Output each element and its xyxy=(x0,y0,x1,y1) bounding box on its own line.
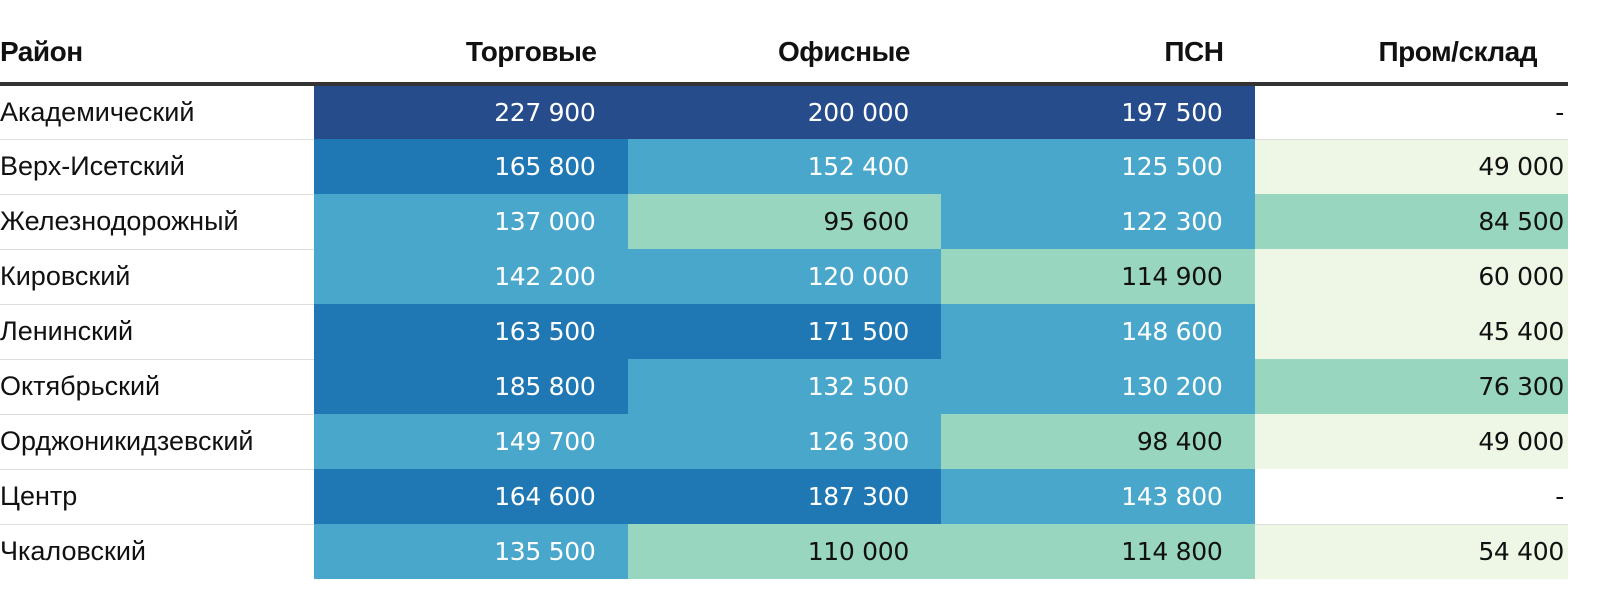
heatmap-cell-industrial: 54 400 xyxy=(1254,524,1568,579)
heatmap-cell-office: 187 300 xyxy=(627,469,941,524)
heatmap-cell-office: 132 500 xyxy=(627,359,941,414)
heatmap-cell-psn: 125 500 xyxy=(941,139,1255,194)
table-row: Верх-Исетский 165 800 152 400 125 500 49 000 xyxy=(0,139,1568,195)
heatmap-body: Академический 227 900 200 000 197 500- Верх-… xyxy=(0,84,1568,579)
heatmap-cell-psn: 114 900 xyxy=(941,249,1255,304)
district-name: Железнодорожный xyxy=(0,194,314,250)
column-header-industrial: Пром/склад xyxy=(1254,22,1568,86)
heatmap-cell-industrial: 49 000 xyxy=(1254,414,1568,469)
column-header-office: Офисные xyxy=(627,22,941,86)
heatmap-cell-retail: 137 000 xyxy=(314,194,628,249)
district-name: Академический xyxy=(0,84,314,140)
heatmap-cell-industrial: - xyxy=(1254,84,1568,140)
district-name: Центр xyxy=(0,469,314,525)
heatmap-cell-psn: 98 400 xyxy=(941,414,1255,469)
heatmap-cell-psn: 143 800 xyxy=(941,469,1255,524)
heatmap-cell-industrial: 84 500 xyxy=(1254,194,1568,249)
district-name: Чкаловский xyxy=(0,536,147,567)
table-row: Чкаловский 135 500 110 000 114 800 54 400 xyxy=(0,524,1568,579)
heatmap-cell-psn: 114 800 xyxy=(941,524,1255,579)
table-row: Октябрьский 185 800 132 500 130 200 76 300 xyxy=(0,359,1568,415)
district-name: Октябрьский xyxy=(0,359,314,415)
district-name: Орджоникидзевский xyxy=(0,414,314,470)
heatmap-cell-office: 200 000 xyxy=(627,84,941,139)
heatmap-cell-psn: 122 300 xyxy=(941,194,1255,249)
heatmap-cell-retail: 163 500 xyxy=(314,304,628,359)
heatmap-cell-office: 110 000 xyxy=(627,524,941,579)
district-name: Верх-Исетский xyxy=(0,139,314,195)
heatmap-cell-industrial: 60 000 xyxy=(1254,249,1568,304)
heatmap-cell-psn: 148 600 xyxy=(941,304,1255,359)
heatmap-cell-retail: 227 900 xyxy=(314,84,628,139)
heatmap-cell-psn: 197 500 xyxy=(941,84,1255,139)
column-header-retail: Торговые xyxy=(314,22,628,86)
table-row: Центр 164 600 187 300 143 800- xyxy=(0,469,1568,525)
heatmap-cell-industrial: 76 300 xyxy=(1254,359,1568,414)
heatmap-cell-industrial: - xyxy=(1254,469,1568,525)
header-row: Район Торговые Офисные ПСН Пром/склад xyxy=(0,22,1568,86)
heatmap-cell-retail: 185 800 xyxy=(314,359,628,414)
heatmap-cell-industrial: 45 400 xyxy=(1254,304,1568,359)
heatmap-cell-office: 171 500 xyxy=(627,304,941,359)
heatmap-cell-industrial: 49 000 xyxy=(1254,139,1568,194)
table-row: Ленинский 163 500 171 500 148 600 45 400 xyxy=(0,304,1568,360)
heatmap-cell-retail: 164 600 xyxy=(314,469,628,524)
district-name: Ленинский xyxy=(0,304,314,360)
heatmap-cell-retail: 135 500 xyxy=(314,524,628,579)
heatmap-cell-retail: 165 800 xyxy=(314,139,628,194)
heatmap-cell-office: 152 400 xyxy=(627,139,941,194)
heatmap-cell-retail: 149 700 xyxy=(314,414,628,469)
heatmap-cell-retail: 142 200 xyxy=(314,249,628,304)
heatmap-cell-psn: 130 200 xyxy=(941,359,1255,414)
heatmap-table: Район Торговые Офисные ПСН Пром/склад Ак… xyxy=(0,22,1568,579)
table-row: Железнодорожный 137 000 95 600 122 300 84 50… xyxy=(0,194,1568,250)
district-name: Кировский xyxy=(0,249,314,305)
heatmap-cell-office: 120 000 xyxy=(627,249,941,304)
table-row: Академический 227 900 200 000 197 500- xyxy=(0,84,1568,140)
heatmap-cell-office: 126 300 xyxy=(627,414,941,469)
heatmap-cell-office: 95 600 xyxy=(627,194,941,249)
column-header-district: Район xyxy=(0,22,314,86)
column-header-psn: ПСН xyxy=(941,22,1255,86)
table-row: Кировский 142 200 120 000 114 900 60 000 xyxy=(0,249,1568,305)
table-row: Орджоникидзевский 149 700 126 300 98 400 49 … xyxy=(0,414,1568,470)
